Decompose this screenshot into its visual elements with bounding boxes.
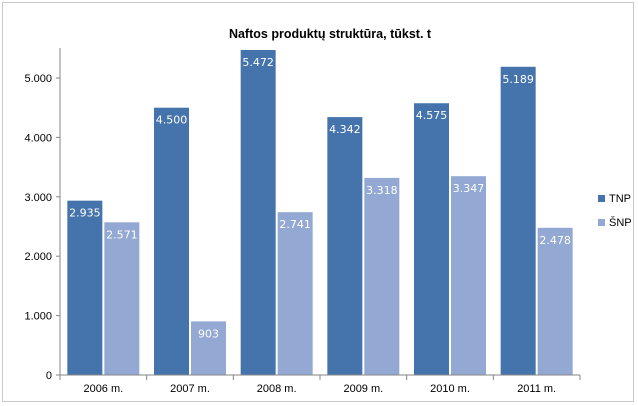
data-label: 3.347 — [453, 182, 485, 195]
data-label: 4.500 — [156, 114, 188, 127]
x-tick-label: 2010 m. — [430, 383, 470, 395]
y-tick-label: 5.000 — [24, 73, 52, 85]
legend-label: TNP — [609, 193, 631, 205]
bar-šnp — [364, 177, 400, 375]
bars-group: 2.935 2.571 4.500 903 5.472 2.741 4.342 3.318 4.… — [67, 49, 573, 376]
bar-šnp — [191, 321, 226, 375]
y-tick-label: 1.000 — [24, 311, 52, 323]
data-label: 5.189 — [502, 73, 534, 86]
data-label: 5.472 — [242, 56, 274, 69]
legend: TNP ŠNP — [598, 193, 632, 229]
bar-tnp — [67, 200, 103, 375]
data-label: 4.575 — [416, 109, 448, 122]
bar-šnp — [537, 227, 573, 375]
data-label: 2.741 — [279, 218, 311, 231]
bar-tnp — [500, 66, 536, 375]
bar-šnp — [451, 176, 486, 375]
data-label: 903 — [198, 327, 219, 340]
bar-šnp — [277, 212, 313, 375]
data-label: 2.571 — [106, 228, 138, 241]
chart-title: Naftos produktų struktūra, tūkst. t — [229, 27, 432, 41]
data-label: 4.342 — [329, 123, 361, 136]
legend-swatch — [598, 219, 605, 226]
bar-tnp — [154, 107, 189, 375]
x-tick-label: 2008 m. — [257, 383, 297, 395]
data-label: 2.935 — [69, 207, 101, 220]
axes-group: 0 1.000 2.000 3.000 4.000 5.000 2006 m. 2007 m.… — [24, 48, 581, 395]
y-tick-label: 2.000 — [24, 251, 52, 263]
bar-tnp — [240, 49, 276, 376]
y-tick-label: 4.000 — [24, 132, 52, 144]
y-tick-label: 3.000 — [24, 192, 52, 204]
legend-label: ŠNP — [609, 216, 632, 229]
y-tick-label: 0 — [46, 370, 52, 382]
x-tick-label: 2006 m. — [83, 383, 123, 395]
bar-tnp — [327, 117, 363, 375]
bar-šnp — [104, 222, 140, 375]
x-tick-label: 2009 m. — [343, 383, 383, 395]
data-label: 3.318 — [366, 184, 398, 197]
x-tick-label: 2011 m. — [517, 383, 556, 395]
legend-swatch — [598, 195, 605, 202]
bar-tnp — [414, 103, 449, 376]
data-label: 2.478 — [539, 234, 571, 247]
x-tick-label: 2007 m. — [170, 383, 210, 395]
